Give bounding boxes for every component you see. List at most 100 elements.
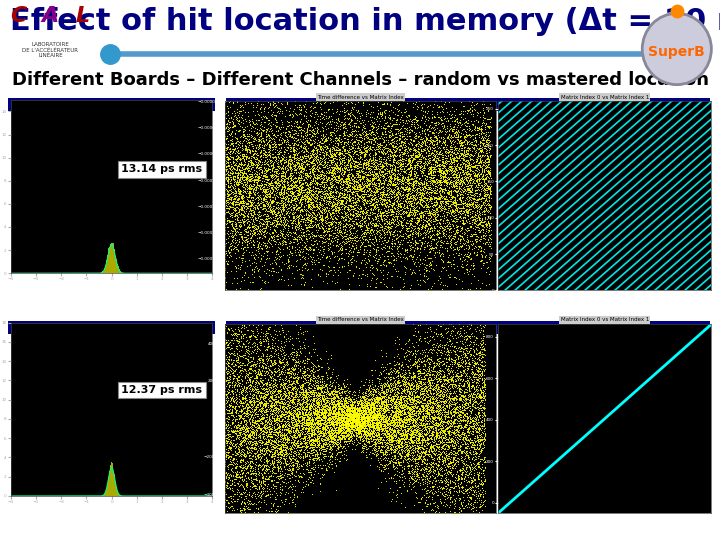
Point: [289, 138, 300, 147]
Point: [287, 473, 298, 482]
Point: [364, 251, 376, 259]
Point: [288, 437, 300, 446]
Point: [441, 244, 453, 253]
Point: [433, 460, 444, 469]
Point: [322, 174, 333, 183]
Point: [479, 133, 490, 142]
Point: [312, 155, 324, 164]
Point: [337, 401, 348, 410]
Point: [376, 423, 387, 431]
Point: [379, 202, 390, 211]
Point: [485, 183, 496, 192]
Point: [453, 362, 464, 370]
Point: [264, 233, 275, 242]
Point: [453, 195, 464, 204]
Point: [463, 394, 474, 403]
Point: [228, 205, 239, 213]
Point: [329, 459, 341, 468]
Point: [380, 402, 392, 410]
Point: [401, 176, 413, 184]
Point: [258, 489, 269, 497]
Point: [283, 213, 294, 221]
Point: [292, 406, 303, 415]
Point: [388, 404, 400, 413]
Point: [322, 226, 333, 235]
Point: [264, 151, 276, 160]
Point: [393, 378, 405, 387]
Point: [329, 224, 341, 233]
Point: [247, 176, 258, 185]
Point: [302, 420, 313, 429]
Point: [315, 418, 326, 427]
Point: [466, 162, 477, 171]
Point: [397, 422, 408, 430]
Point: [473, 441, 485, 449]
Point: [372, 129, 383, 137]
Point: [434, 418, 446, 427]
Point: [472, 213, 483, 222]
Point: [406, 419, 418, 428]
Point: [337, 420, 348, 429]
Point: [297, 132, 308, 141]
Point: [302, 435, 314, 444]
Point: [305, 406, 316, 414]
Point: [363, 176, 374, 185]
Point: [277, 204, 289, 212]
Point: [256, 375, 268, 384]
Point: [441, 384, 452, 393]
Point: [249, 397, 261, 406]
Point: [268, 388, 279, 396]
Point: [247, 331, 258, 340]
Point: [230, 450, 242, 459]
Point: [224, 370, 235, 379]
Point: [371, 275, 382, 284]
Point: [456, 392, 467, 400]
Point: [307, 222, 319, 231]
Point: [317, 147, 328, 156]
Point: [382, 449, 393, 458]
Point: [289, 458, 300, 467]
Point: [256, 439, 267, 448]
Point: [325, 146, 336, 154]
Point: [438, 172, 449, 181]
Point: [256, 89, 268, 98]
Point: [441, 375, 453, 384]
Point: [381, 381, 392, 390]
Point: [320, 389, 332, 398]
Point: [454, 248, 465, 257]
Point: [355, 166, 366, 174]
Point: [430, 421, 441, 429]
Point: [472, 194, 483, 203]
Point: [354, 176, 366, 184]
Point: [272, 193, 284, 201]
Point: [412, 369, 423, 378]
Point: [461, 194, 472, 202]
Point: [364, 400, 376, 409]
Point: [245, 433, 256, 441]
Point: [389, 360, 400, 369]
Point: [252, 377, 264, 386]
Point: [422, 152, 433, 161]
Point: [415, 419, 426, 428]
Point: [442, 461, 454, 470]
Point: [418, 436, 429, 444]
Point: [233, 446, 245, 455]
Point: [327, 442, 338, 450]
Point: [287, 222, 298, 231]
Point: [478, 167, 490, 176]
Point: [390, 430, 402, 439]
Point: [334, 268, 346, 276]
Point: [330, 384, 341, 393]
Point: [287, 463, 298, 472]
Point: [483, 131, 495, 140]
Point: [459, 136, 471, 145]
Point: [277, 207, 289, 215]
Point: [406, 431, 418, 440]
Point: [230, 177, 241, 185]
Point: [226, 478, 238, 487]
Point: [295, 442, 307, 451]
Point: [390, 197, 402, 206]
Point: [296, 206, 307, 214]
Point: [243, 402, 255, 410]
Point: [300, 179, 311, 187]
